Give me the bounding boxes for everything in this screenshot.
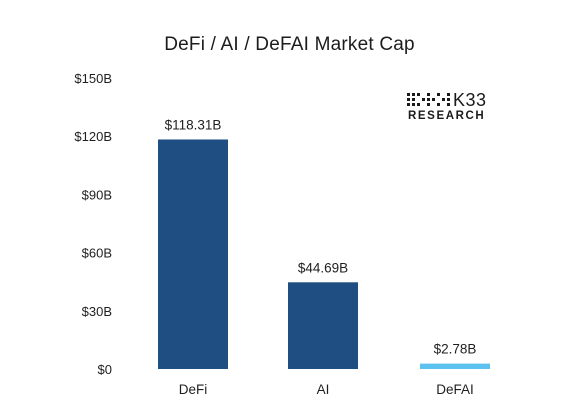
bar-defi bbox=[158, 139, 228, 369]
data-label: $2.78B bbox=[434, 342, 477, 357]
bar-defai bbox=[420, 363, 490, 369]
data-label: $44.69B bbox=[298, 260, 348, 275]
logo-brand-text: K33 bbox=[453, 90, 487, 110]
y-tick-label: $60B bbox=[82, 246, 112, 261]
y-tick-label: $0 bbox=[98, 362, 112, 377]
y-tick-label: $30B bbox=[82, 304, 112, 319]
bar-ai bbox=[288, 282, 358, 369]
y-tick-label: $150B bbox=[74, 71, 112, 86]
bars: $118.31B $44.69B $2.78B bbox=[158, 117, 490, 369]
data-label: $118.31B bbox=[165, 117, 222, 132]
k33-research-logo: K33 RESEARCH bbox=[407, 90, 497, 125]
y-axis: $0 $30B $60B $90B $120B $150B bbox=[74, 71, 112, 377]
x-tick-label: DeFi bbox=[179, 382, 208, 397]
y-tick-label: $90B bbox=[82, 187, 112, 202]
x-tick-label: AI bbox=[317, 382, 330, 397]
k33-dot-grid-icon bbox=[407, 93, 450, 106]
y-tick-label: $120B bbox=[74, 129, 112, 144]
x-tick-label: DeFAI bbox=[436, 382, 474, 397]
logo-sub-text: RESEARCH bbox=[408, 110, 486, 122]
x-axis: DeFi AI DeFAI bbox=[179, 382, 474, 397]
chart-title: DeFi / AI / DeFAI Market Cap bbox=[164, 34, 415, 55]
